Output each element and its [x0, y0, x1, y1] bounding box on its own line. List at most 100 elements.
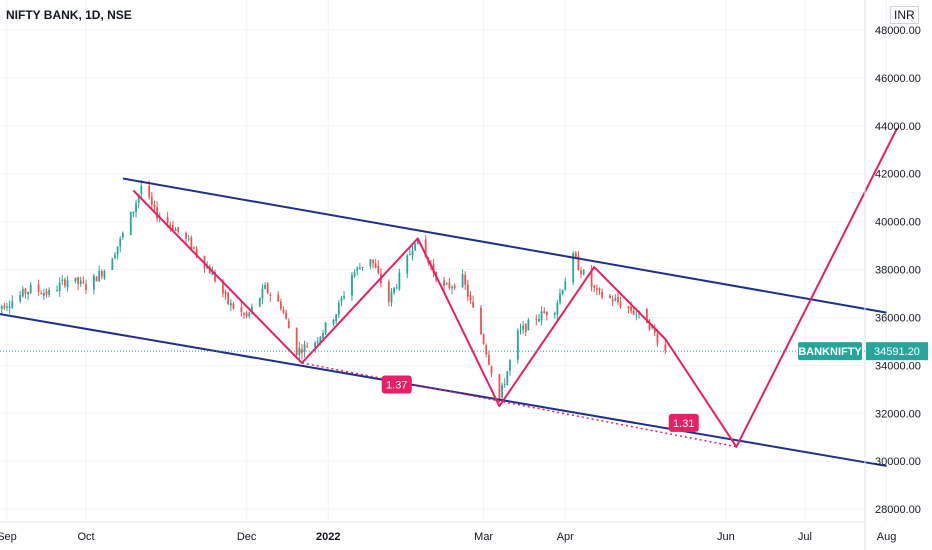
candle-body	[3, 305, 6, 309]
x-tick-label: Mar	[474, 531, 493, 543]
candle-body	[561, 290, 564, 295]
candle-body	[498, 374, 501, 399]
x-tick-label: Jun	[717, 531, 735, 543]
candle-body	[448, 282, 451, 289]
candle-body	[66, 280, 69, 288]
candle-body	[611, 299, 614, 302]
candle-body	[416, 238, 419, 245]
candle-body	[538, 318, 540, 322]
last-price-tag: BANKNIFTY 34591.20	[0, 342, 928, 361]
candle-body	[651, 326, 654, 328]
candle-body	[540, 311, 543, 321]
candle-body	[593, 285, 596, 288]
candle-body	[79, 280, 82, 284]
ratio-label-bg	[668, 413, 699, 432]
candle-body	[556, 302, 559, 315]
candle-body	[222, 280, 224, 294]
candle-body	[664, 344, 667, 351]
candle-body	[137, 194, 140, 203]
candle-body	[656, 333, 659, 344]
x-tick-label: Apr	[557, 531, 574, 543]
candle-body	[40, 293, 43, 295]
candle-body	[545, 312, 548, 316]
time-axis[interactable]: Sep Oct Dec 2022 Mar Apr Jun Jul Aug	[0, 521, 897, 543]
candle-body	[343, 295, 345, 299]
candle-body	[42, 292, 45, 296]
candle-body	[177, 227, 180, 232]
candle-body	[522, 325, 525, 330]
candle-body	[85, 284, 87, 290]
candle-body	[174, 228, 177, 232]
candle-body	[248, 312, 251, 317]
candle-body	[258, 298, 261, 307]
candle-body	[590, 270, 593, 287]
y-tick-label: 42000.00	[875, 169, 921, 181]
currency-label[interactable]: INR	[890, 6, 919, 24]
candle-body	[190, 237, 193, 249]
candle-body	[187, 238, 190, 240]
candle-body	[369, 259, 372, 267]
price-axis[interactable]: 28000.00 30000.00 32000.00 34000.00 36000.00…	[864, 0, 921, 550]
candle-body	[609, 295, 611, 298]
candle-body	[227, 292, 230, 304]
candle-body	[361, 266, 364, 268]
candle-body	[409, 253, 411, 255]
candle-body	[335, 314, 338, 322]
candle-body	[245, 312, 248, 317]
x-tick-label: Sep	[0, 531, 17, 543]
x-tick-label: Oct	[77, 531, 94, 543]
candle-body	[351, 275, 353, 296]
channel-lower-line	[0, 313, 887, 467]
ratio-label-bg	[381, 375, 412, 394]
candle-body	[482, 334, 485, 344]
candle-body	[285, 312, 288, 320]
candle-body	[374, 263, 377, 268]
candle-body	[485, 345, 488, 355]
candle-body	[488, 354, 490, 365]
candle-body	[64, 279, 66, 286]
candle-body	[206, 266, 209, 269]
candle-body	[129, 212, 132, 235]
candle-body	[261, 288, 264, 299]
candle-body	[103, 270, 106, 279]
candle-body	[0, 306, 3, 309]
candle-body	[632, 310, 635, 315]
candle-body	[140, 185, 143, 194]
candle-body	[543, 311, 546, 313]
candle-body	[630, 306, 632, 312]
candle-body	[516, 330, 519, 360]
candle-body	[595, 288, 598, 290]
candle-body	[214, 271, 216, 282]
candle-body	[617, 296, 619, 303]
candle-body	[269, 294, 272, 296]
channel-upper-line	[122, 177, 887, 314]
candle-body	[150, 196, 153, 205]
ratio-label: 1.31	[673, 418, 694, 430]
candle-body	[601, 292, 604, 298]
y-tick-label: 36000.00	[875, 312, 921, 324]
candle-body	[653, 327, 656, 333]
candle-body	[322, 333, 324, 339]
y-tick-label: 38000.00	[875, 265, 921, 277]
channel-lines	[0, 177, 887, 467]
candle-body	[466, 284, 469, 297]
symbol-tag-bg	[798, 342, 862, 361]
candle-body	[472, 301, 474, 308]
candle-body	[169, 224, 172, 226]
candle-body	[501, 385, 503, 398]
candle-body	[527, 319, 530, 331]
candle-body	[646, 308, 648, 324]
candle-body	[574, 252, 577, 258]
symbol-tag: BANKNIFTY	[798, 346, 862, 358]
last-price-tag-bg	[866, 342, 928, 361]
candle-body	[11, 301, 14, 308]
candle-body	[451, 287, 453, 289]
x-tick-label: Aug	[877, 531, 897, 543]
candle-body	[298, 347, 301, 356]
plot-area[interactable]	[0, 0, 865, 522]
candle-body	[319, 336, 322, 344]
candle-body	[114, 254, 116, 259]
candle-body	[121, 233, 124, 238]
candle-body	[582, 270, 585, 275]
